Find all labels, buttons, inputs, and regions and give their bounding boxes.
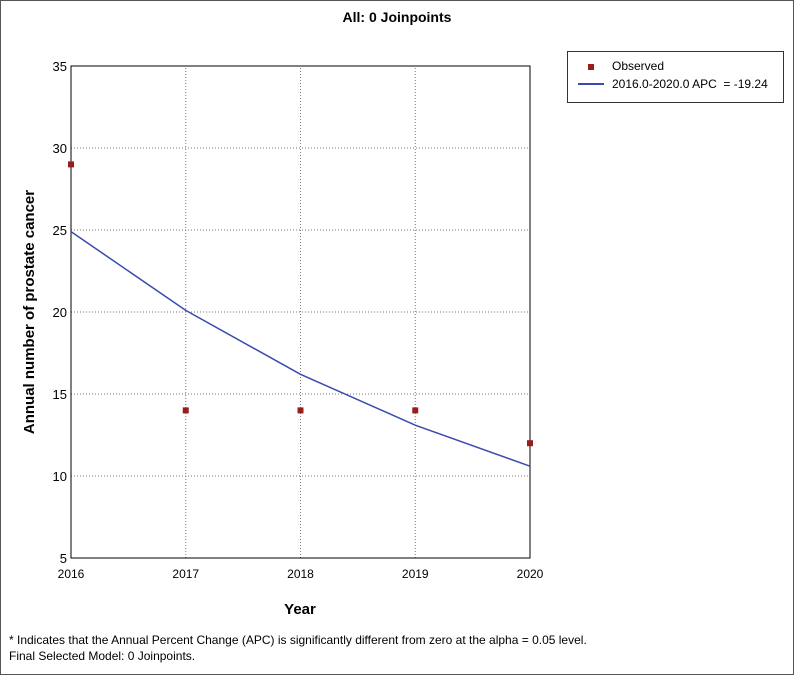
footnote-model: Final Selected Model: 0 Joinpoints.: [9, 649, 196, 663]
legend-label: 2016.0-2020.0 APC = -19.24: [612, 77, 768, 91]
plot-area: [70, 65, 531, 559]
line-marker-icon: [578, 83, 604, 85]
x-tick-label: 2018: [287, 567, 314, 581]
y-axis-label: Annual number of prostate cancer: [21, 190, 38, 434]
footnote-significance: * Indicates that the Annual Percent Chan…: [9, 633, 587, 647]
observed-point: [527, 440, 533, 447]
y-tick-label: 35: [53, 59, 67, 74]
square-marker-icon: [578, 59, 604, 73]
observed-point: [68, 161, 74, 168]
x-tick-label: 2020: [517, 567, 544, 581]
fitted-apc-line: [70, 231, 531, 467]
legend-item-observed: Observed: [578, 59, 664, 73]
legend-item-fit: 2016.0-2020.0 APC = -19.24: [578, 77, 768, 91]
legend-label: Observed: [612, 59, 665, 73]
y-tick-label: 5: [60, 551, 67, 566]
chart-title: All: 0 Joinpoints: [343, 9, 452, 25]
x-tick-label: 2019: [402, 567, 429, 581]
observed-point: [412, 407, 419, 414]
x-tick-label: 2016: [58, 567, 85, 581]
observed-point: [182, 407, 189, 414]
y-tick-label: 20: [53, 305, 67, 320]
x-axis-label: Year: [284, 601, 316, 618]
y-tick-label: 15: [53, 387, 67, 402]
x-tick-label: 2017: [172, 567, 199, 581]
legend: Observed 2016.0-2020.0 APC = -19.24: [567, 51, 784, 103]
y-tick-label: 10: [53, 469, 67, 484]
observed-point: [297, 407, 304, 414]
y-tick-label: 25: [53, 223, 67, 238]
y-tick-label: 30: [53, 141, 67, 156]
